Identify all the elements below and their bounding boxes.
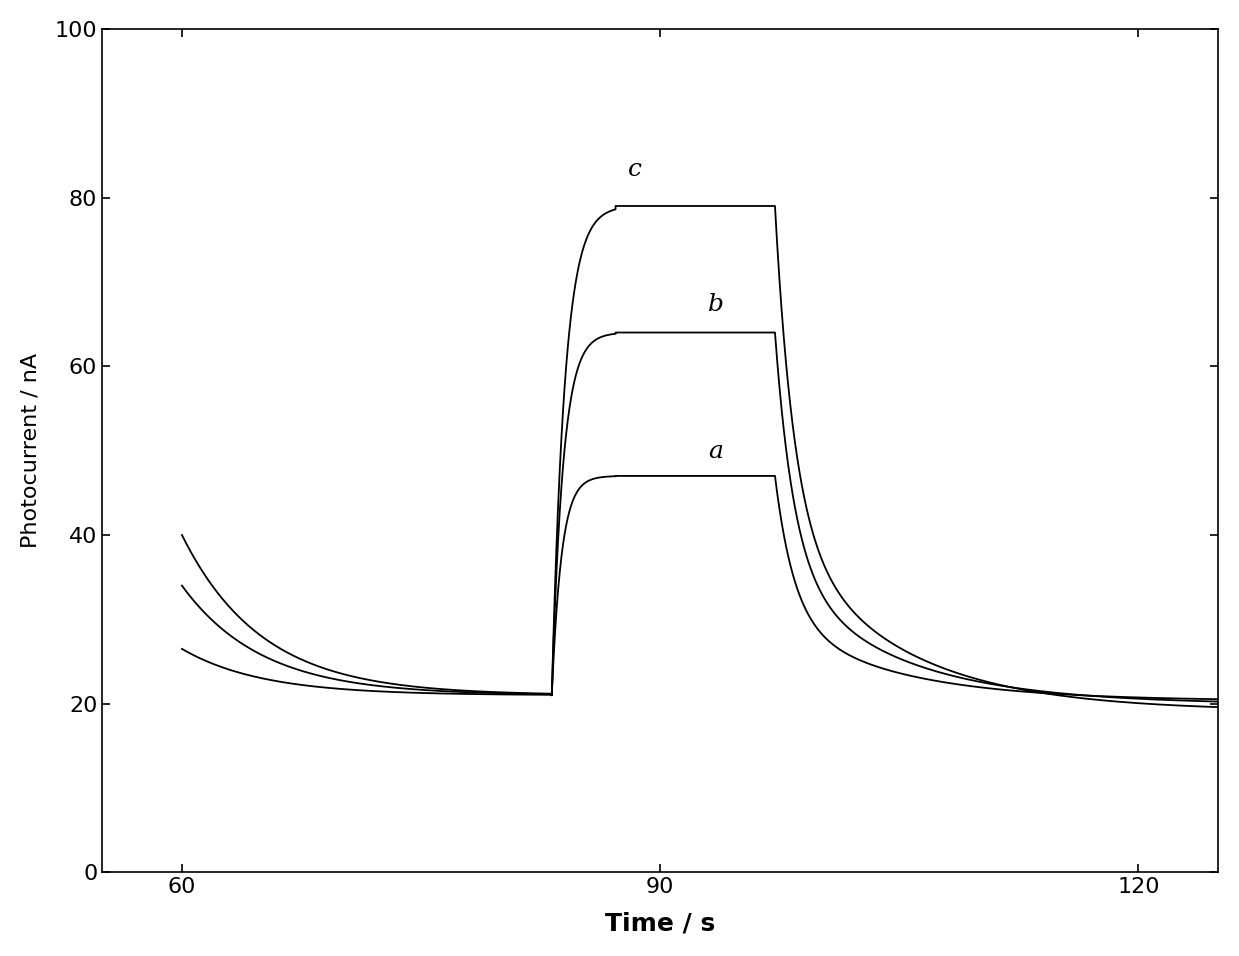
X-axis label: Time / s: Time / s [605, 911, 715, 935]
Text: c: c [628, 158, 642, 181]
Text: b: b [707, 293, 724, 315]
Y-axis label: Photocurrent / nA: Photocurrent / nA [21, 353, 41, 548]
Text: a: a [707, 441, 722, 464]
